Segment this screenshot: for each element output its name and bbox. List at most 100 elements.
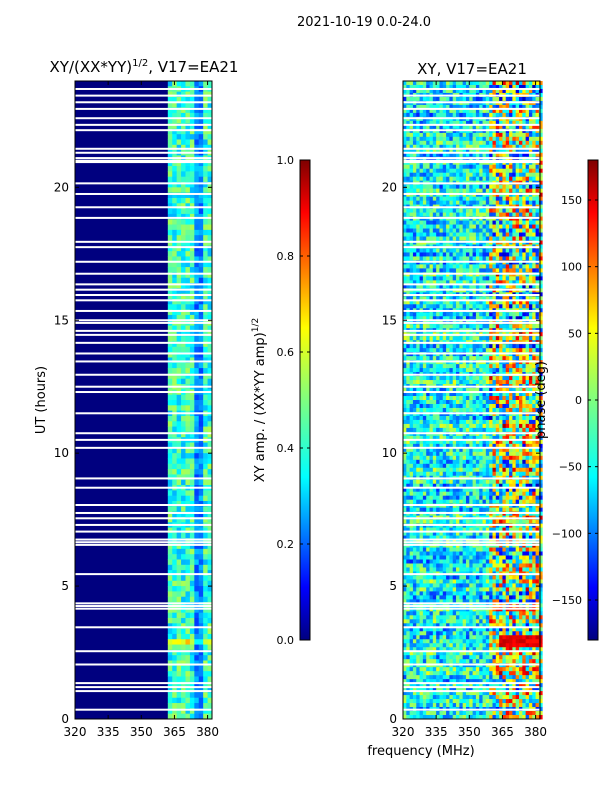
right-heat-cell	[532, 164, 536, 170]
right-heat-cell	[403, 423, 407, 429]
right-heat-cell	[502, 140, 507, 146]
right-heat-cell	[462, 264, 467, 269]
right-heat-cell	[525, 112, 530, 118]
right-heat-cell	[505, 276, 510, 281]
left-heat-cell	[172, 272, 178, 279]
left-heat-cell	[198, 235, 204, 241]
right-heat-cell	[406, 88, 411, 94]
right-heat-cell	[492, 276, 497, 281]
right-heat-cell	[452, 252, 457, 257]
right-heat-cell	[509, 376, 513, 381]
left-heat-cell	[194, 527, 200, 534]
right-heat-cell	[538, 244, 543, 249]
left-heat-cell	[181, 256, 186, 263]
right-heat-cell	[432, 172, 437, 178]
left-heat-cell	[198, 463, 204, 470]
right-heat-cell	[419, 112, 424, 118]
right-heat-cell	[502, 208, 507, 213]
right-heat-cell	[462, 284, 467, 289]
left-heat-cell	[194, 405, 200, 412]
right-heat-cell	[439, 316, 444, 321]
left-heat-cell	[185, 112, 191, 119]
gap-row	[75, 602, 212, 605]
right-heat-cell	[475, 84, 480, 90]
right-heat-cell	[482, 296, 487, 301]
right-heat-cell	[509, 407, 513, 413]
left-heat-cell	[203, 373, 208, 380]
right-heat-cell	[528, 148, 533, 154]
left-heat-cell	[185, 134, 191, 140]
right-heat-cell	[412, 232, 417, 237]
right-heat-cell	[485, 124, 490, 130]
right-heat-cell	[502, 348, 507, 353]
right-panel-title: XY, V17=EA21	[417, 60, 527, 78]
right-heat-cell	[522, 136, 527, 142]
right-heat-cell	[403, 172, 407, 178]
right-heat-cell	[429, 152, 434, 158]
right-heat-cell	[489, 368, 493, 373]
left-heat-cell	[181, 676, 186, 683]
left-heat-cell	[207, 107, 213, 114]
right-heat-cell	[479, 124, 483, 130]
right-heat-cell	[472, 304, 477, 309]
right-heat-cell	[538, 200, 543, 206]
right-heat-cell	[469, 400, 473, 405]
right-heat-cell	[432, 136, 437, 142]
right-heat-cell	[472, 228, 477, 233]
right-heat-cell	[532, 324, 536, 329]
right-heat-cell	[535, 176, 540, 182]
gap-row	[75, 385, 212, 388]
right-heat-cell	[489, 407, 493, 413]
right-heat-cell	[489, 268, 493, 273]
left-heat-cell	[181, 304, 186, 311]
left-heat-cell	[181, 501, 186, 507]
right-heat-cell	[522, 336, 527, 341]
left-heat-cell	[176, 187, 182, 194]
right-heat-cell	[465, 392, 470, 397]
right-heat-cell	[515, 396, 520, 401]
right-heat-cell	[495, 148, 500, 154]
left-heat-cell	[181, 617, 186, 624]
right-heat-cell	[522, 212, 527, 217]
left-heat-cell	[189, 245, 195, 252]
right-heat-cell	[465, 184, 470, 190]
left-heat-cell	[181, 639, 186, 645]
right-heat-cell	[535, 172, 540, 178]
right-heat-cell	[406, 368, 411, 373]
right-heat-cell	[475, 196, 480, 202]
right-heat-cell	[456, 140, 460, 146]
right-heat-cell	[479, 256, 483, 261]
right-heat-cell	[515, 136, 520, 142]
right-heat-cell	[535, 252, 540, 257]
right-heat-cell	[489, 188, 493, 194]
right-heat-cell	[419, 312, 424, 317]
right-heat-cell	[412, 84, 417, 90]
right-heat-cell	[479, 108, 483, 114]
left-heat-cell	[172, 671, 178, 677]
left-heat-cell	[176, 639, 182, 645]
right-heat-cell	[475, 280, 480, 285]
right-heat-cell	[459, 196, 464, 202]
left-heat-cell	[189, 474, 195, 481]
right-heat-cell	[416, 300, 420, 305]
right-heat-cell	[406, 228, 411, 233]
right-heat-cell	[419, 423, 424, 429]
right-heat-cell	[535, 376, 540, 381]
colorbar-tick-label: 0.2	[277, 538, 295, 551]
right-heat-cell	[419, 188, 424, 194]
right-heat-cell	[502, 112, 507, 118]
right-heat-cell	[505, 108, 510, 114]
left-heat-cell	[185, 623, 191, 630]
left-heat-cell	[181, 474, 186, 481]
left-heat-cell	[176, 336, 182, 342]
right-heat-cell	[509, 400, 513, 405]
right-heat-cell	[442, 184, 447, 190]
left-heat-cell	[167, 118, 173, 124]
right-heat-cell	[403, 407, 407, 413]
left-heat-cell	[203, 330, 208, 337]
right-heat-cell	[412, 300, 417, 305]
right-heat-cell	[436, 148, 440, 154]
left-heat-cell	[203, 91, 208, 98]
right-heat-cell	[403, 108, 407, 114]
right-heat-cell	[462, 232, 467, 237]
